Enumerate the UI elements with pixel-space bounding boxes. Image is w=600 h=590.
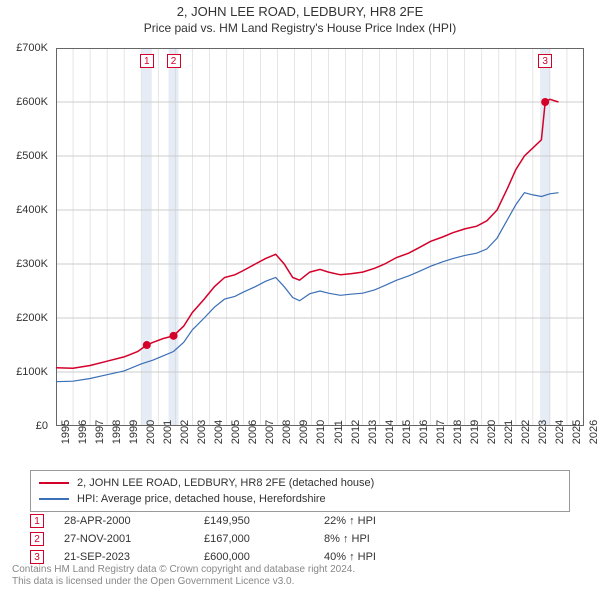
x-tick-label: 1996	[77, 420, 89, 444]
x-tick-label: 2023	[537, 420, 549, 444]
sales-table: 1 28-APR-2000£149,95022% ↑ HPI 2 27-NOV-200…	[30, 512, 570, 566]
chart-subtitle: Price paid vs. HM Land Registry's House …	[0, 21, 600, 35]
sale-price: £600,000	[204, 551, 324, 563]
x-tick-label: 2003	[196, 420, 208, 444]
legend-row-hpi: HPI: Average price, detached house, Here…	[39, 491, 561, 507]
sale-delta: 8% ↑ HPI	[324, 533, 444, 545]
x-tick-label: 1998	[111, 420, 123, 444]
x-axis: 1995199619971998199920002001200220032004…	[56, 430, 584, 474]
x-tick-label: 2008	[281, 420, 293, 444]
x-tick-label: 2022	[520, 420, 532, 444]
chart-svg	[56, 48, 584, 426]
sale-date: 21-SEP-2023	[64, 551, 204, 563]
legend-swatch-hpi	[39, 498, 69, 500]
sale-date: 27-NOV-2001	[64, 533, 204, 545]
y-tick-label: £100K	[16, 366, 48, 378]
x-tick-label: 2016	[418, 420, 430, 444]
x-tick-label: 2012	[350, 420, 362, 444]
sale-date: 28-APR-2000	[64, 515, 204, 527]
x-tick-label: 2006	[247, 420, 259, 444]
x-tick-label: 1997	[94, 420, 106, 444]
legend-row-property: 2, JOHN LEE ROAD, LEDBURY, HR8 2FE (deta…	[39, 475, 561, 491]
sale-delta: 22% ↑ HPI	[324, 515, 444, 527]
y-axis: £0£100K£200K£300K£400K£500K£600K£700K	[0, 48, 52, 426]
sale-row: 2 27-NOV-2001£167,0008% ↑ HPI	[30, 530, 570, 548]
x-tick-label: 2009	[298, 420, 310, 444]
x-tick-label: 2004	[213, 420, 225, 444]
y-tick-label: £600K	[16, 96, 48, 108]
legend-swatch-property	[39, 482, 69, 484]
x-tick-label: 2007	[264, 420, 276, 444]
y-tick-label: £500K	[16, 150, 48, 162]
y-tick-label: £200K	[16, 312, 48, 324]
x-tick-label: 1999	[128, 420, 140, 444]
x-tick-label: 2021	[503, 420, 515, 444]
y-tick-label: £400K	[16, 204, 48, 216]
x-tick-label: 2011	[333, 420, 345, 444]
x-tick-label: 2001	[162, 420, 174, 444]
x-tick-label: 2014	[384, 420, 396, 444]
sale-marker-cell: 3	[30, 550, 44, 564]
x-tick-label: 2000	[145, 420, 157, 444]
x-tick-label: 2010	[315, 420, 327, 444]
sale-marker-3: 3	[538, 54, 552, 68]
title-block: 2, JOHN LEE ROAD, LEDBURY, HR8 2FE Price…	[0, 0, 600, 35]
y-tick-label: £700K	[16, 42, 48, 54]
sale-price: £149,950	[204, 515, 324, 527]
x-tick-label: 1995	[60, 420, 72, 444]
sale-row: 1 28-APR-2000£149,95022% ↑ HPI	[30, 512, 570, 530]
footer: Contains HM Land Registry data © Crown c…	[12, 564, 355, 588]
x-tick-label: 2005	[230, 420, 242, 444]
x-tick-label: 2002	[179, 420, 191, 444]
chart-title: 2, JOHN LEE ROAD, LEDBURY, HR8 2FE	[0, 4, 600, 19]
x-tick-label: 2024	[554, 420, 566, 444]
x-tick-label: 2015	[401, 420, 413, 444]
footer-line2: This data is licensed under the Open Gov…	[12, 576, 355, 588]
sale-marker-1: 1	[140, 54, 154, 68]
x-tick-label: 2019	[469, 420, 481, 444]
sale-marker-2: 2	[167, 54, 181, 68]
sale-marker-cell: 2	[30, 532, 44, 546]
x-tick-label: 2013	[367, 420, 379, 444]
legend-label-hpi: HPI: Average price, detached house, Here…	[77, 493, 326, 505]
y-tick-label: £0	[36, 420, 48, 432]
y-tick-label: £300K	[16, 258, 48, 270]
sale-delta: 40% ↑ HPI	[324, 551, 444, 563]
chart-plot-area: 12 3	[56, 48, 584, 426]
x-tick-label: 2018	[452, 420, 464, 444]
x-tick-label: 2017	[435, 420, 447, 444]
footer-line1: Contains HM Land Registry data © Crown c…	[12, 564, 355, 576]
legend-label-property: 2, JOHN LEE ROAD, LEDBURY, HR8 2FE (deta…	[77, 477, 374, 489]
sale-price: £167,000	[204, 533, 324, 545]
x-tick-label: 2020	[486, 420, 498, 444]
x-tick-label: 2026	[588, 420, 600, 444]
sale-marker-cell: 1	[30, 514, 44, 528]
x-tick-label: 2025	[571, 420, 583, 444]
legend: 2, JOHN LEE ROAD, LEDBURY, HR8 2FE (deta…	[30, 470, 570, 512]
